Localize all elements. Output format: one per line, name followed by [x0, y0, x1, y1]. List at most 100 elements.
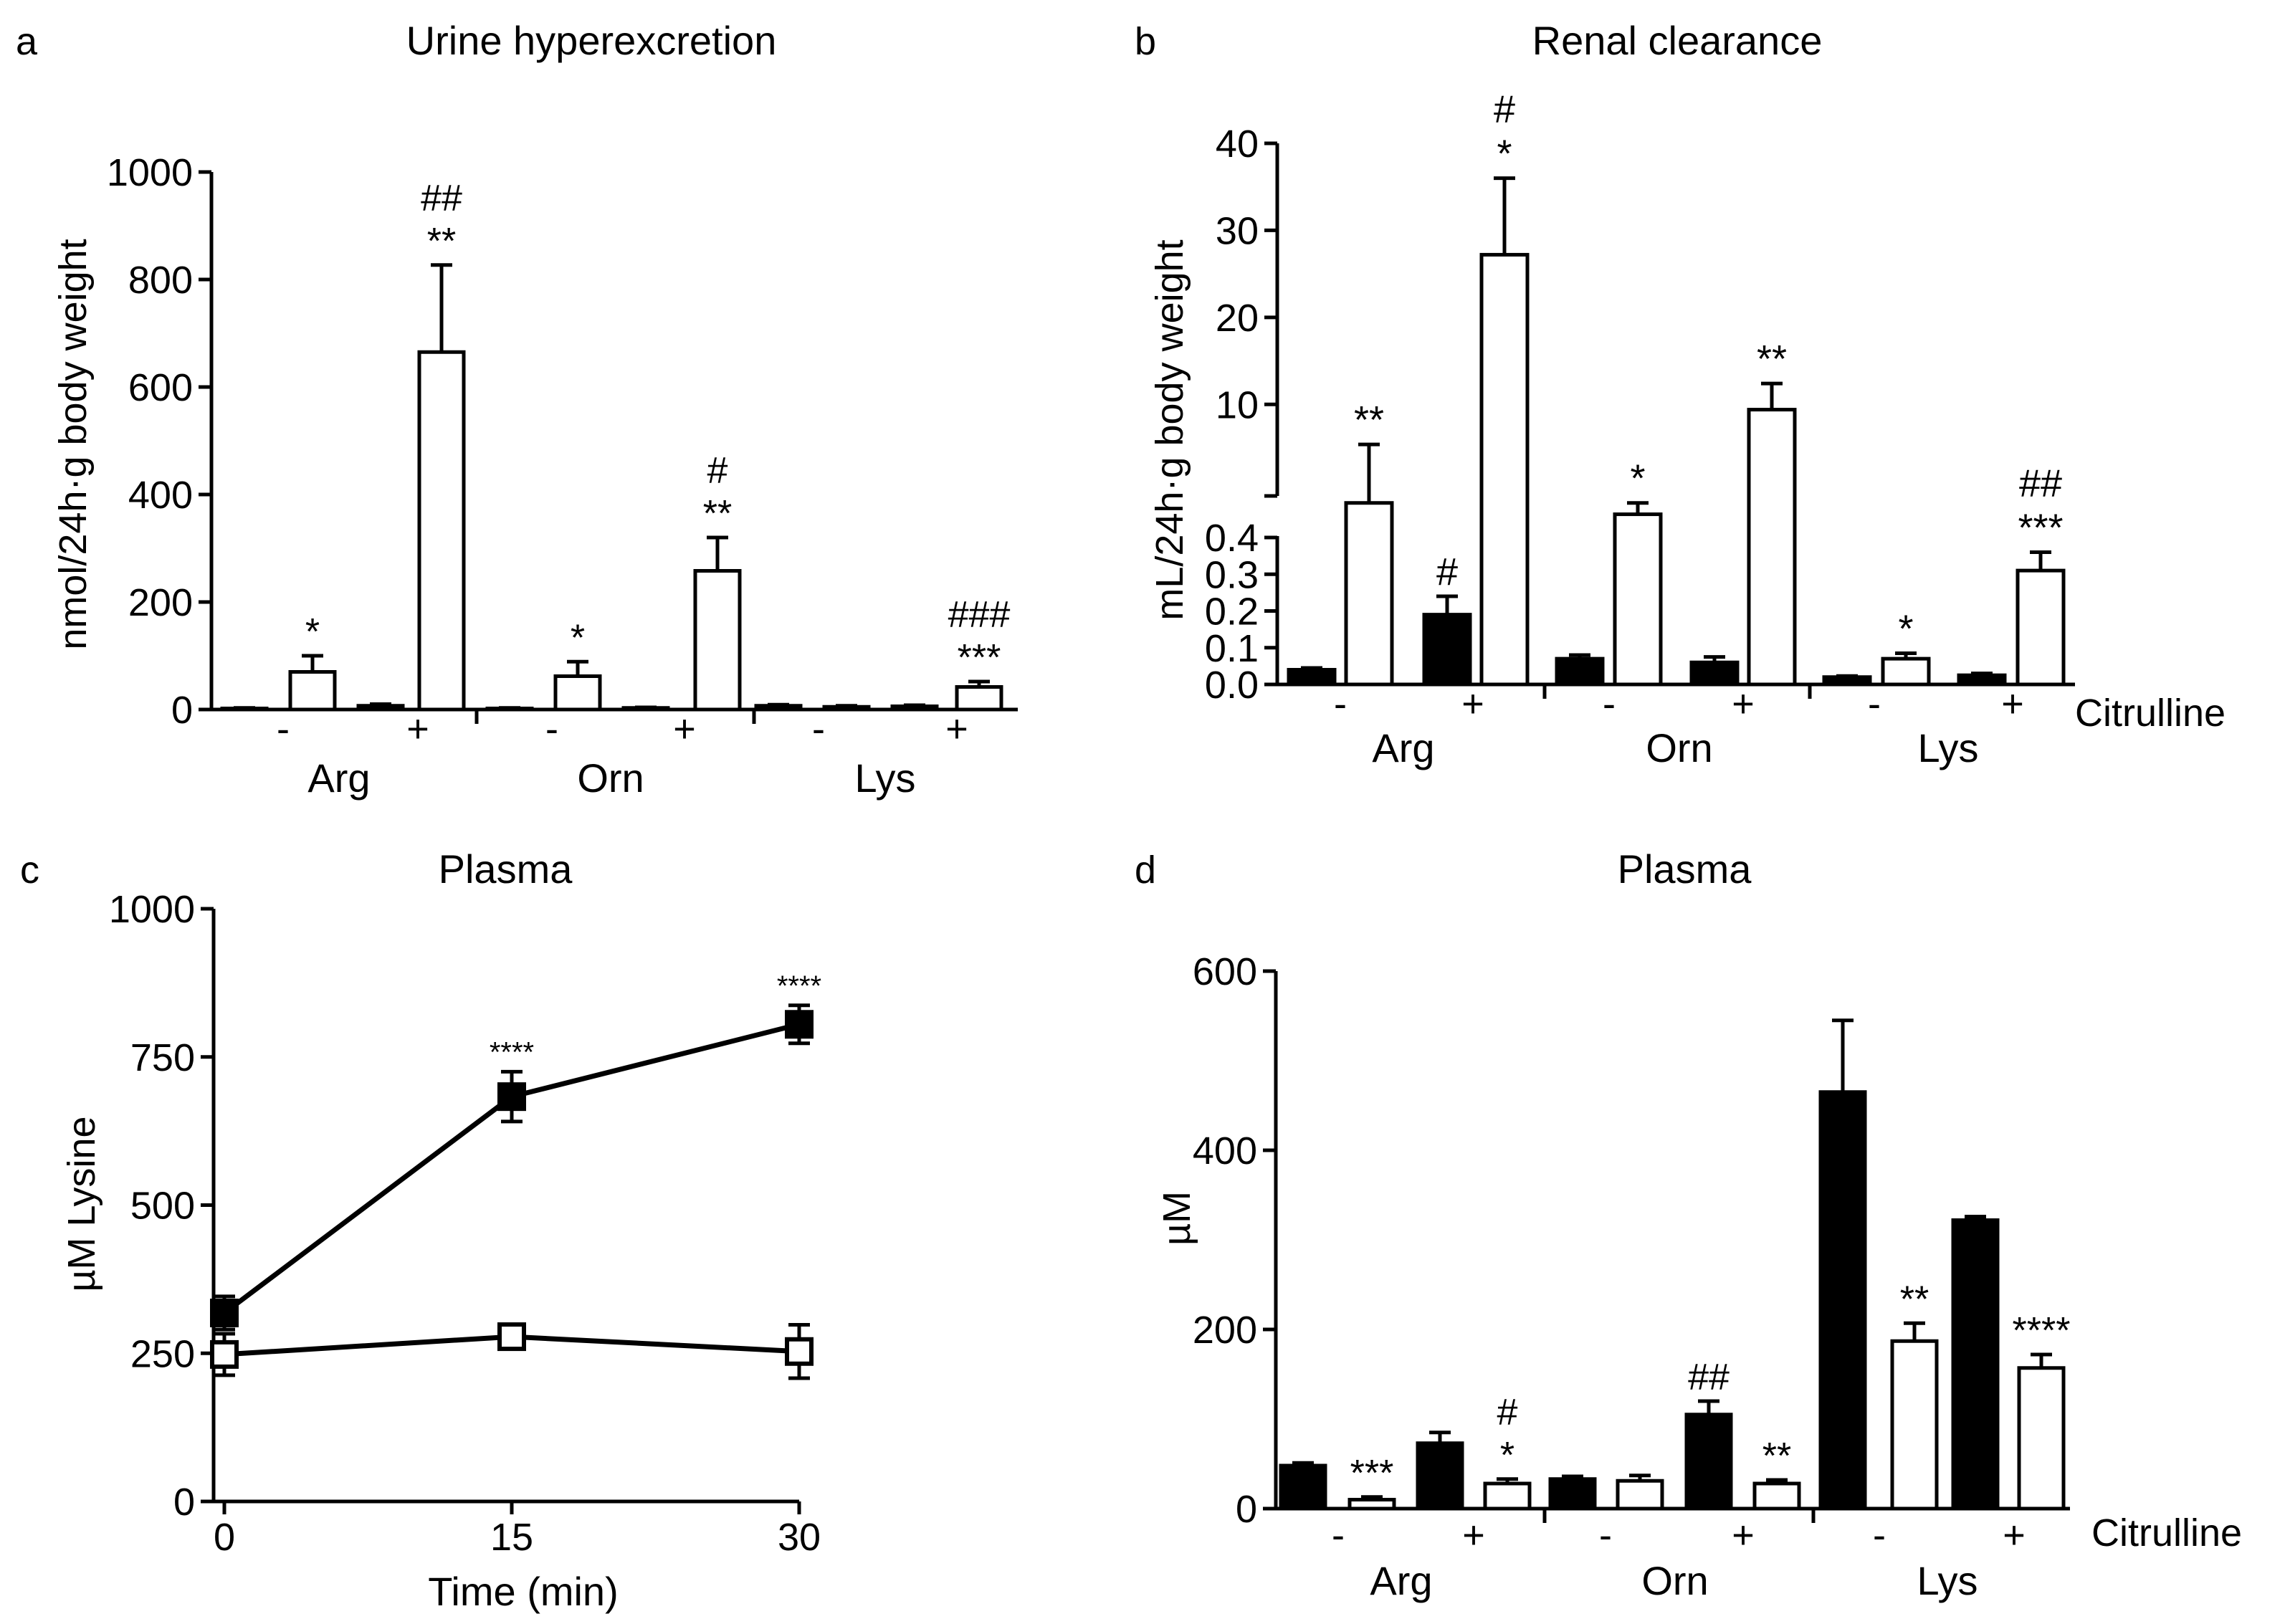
y-axis-label: mL/24h·g body weight [1148, 239, 1191, 620]
chart-title: Plasma [1618, 846, 1752, 892]
bar [1957, 673, 2007, 687]
significance-label: * [1898, 607, 1913, 650]
citrulline-sign: + [2003, 1514, 2026, 1557]
bar [1416, 1441, 1464, 1511]
x-labels: - + - + - + Arg Orn Lys [1332, 1514, 2026, 1603]
bar [1616, 1479, 1664, 1511]
x-labels: - + - + - + Arg Orn Lys [277, 707, 968, 801]
y-tick-label: 800 [128, 259, 193, 302]
y-tick-label: 0.2 [1205, 591, 1259, 634]
data-point [785, 1010, 814, 1039]
data-point [497, 1082, 526, 1112]
panel-letter: b [1135, 20, 1156, 63]
y-tick-label: 1000 [109, 888, 195, 931]
x-axis [1276, 1506, 2070, 1523]
citrulline-sign: - [1332, 1514, 1345, 1557]
bar [1752, 1481, 1801, 1511]
chart-title: Renal clearance [1532, 18, 1823, 63]
y-axis-label: µM [1155, 1191, 1198, 1246]
y-tick-label: 400 [1193, 1129, 1257, 1172]
y-tick-label: 200 [128, 581, 193, 624]
citrulline-sign: - [812, 707, 825, 750]
significance-label: ** [1354, 398, 1384, 441]
bar [1951, 1218, 2000, 1511]
bar [1422, 613, 1472, 687]
y-tick-label: 0.3 [1205, 553, 1259, 596]
significance-label: ** [1900, 1279, 1929, 1320]
bar [288, 670, 337, 712]
bar [553, 674, 602, 712]
y-axis: 0.00.10.20.30.4 10 20 30 40 [1205, 123, 1279, 707]
y-tick-label: 0 [171, 689, 193, 732]
significance-label: * [1497, 133, 1512, 176]
bar [1555, 656, 1605, 687]
citrulline-sign: - [1868, 682, 1881, 725]
group-label: Arg [1372, 725, 1434, 770]
significance-label: # [1436, 550, 1458, 593]
citrulline-sign: - [1873, 1514, 1886, 1557]
significance-label: *** [1350, 1453, 1394, 1494]
data-point [210, 1299, 239, 1328]
bar [1684, 1413, 1733, 1511]
significance-label: # [1497, 1392, 1518, 1433]
group-label: Arg [307, 755, 370, 801]
citrulline-sign: + [673, 707, 696, 750]
citrulline-sign: + [1461, 682, 1484, 725]
significance-label: *** [2018, 507, 2063, 550]
group-label: Lys [1917, 725, 1978, 770]
panel-b: b Renal clearance mL/24h·g body weight 0… [1135, 18, 2226, 770]
y-axis-label: µM Lysine [60, 1116, 103, 1291]
bar [1613, 512, 1663, 687]
series: **** **** [210, 970, 821, 1380]
bar [2016, 568, 2066, 687]
y-tick-label: 0.4 [1205, 517, 1259, 560]
significance-label: **** [2013, 1310, 2071, 1352]
y-tick-label: 500 [130, 1185, 195, 1228]
y-tick-label: 30 [1216, 209, 1259, 252]
significance-label: * [571, 617, 585, 659]
panel-letter: a [16, 20, 38, 63]
group-label: Arg [1370, 1558, 1432, 1603]
y-tick-label: 1000 [107, 151, 193, 194]
bars: ***##***#***### [220, 178, 1010, 712]
bars: **#*#*******## [1287, 88, 2066, 687]
citrulline-sign: - [1334, 682, 1347, 725]
significance-label: *** [958, 637, 1001, 679]
citrulline-sign: - [545, 707, 558, 750]
citrulline-sign: + [1462, 1514, 1485, 1557]
significance-label: **** [777, 970, 821, 1002]
data-point [210, 1339, 239, 1369]
x-axis [1277, 682, 2075, 699]
citrulline-label: Citrulline [2091, 1511, 2242, 1554]
bar [693, 569, 742, 712]
bar [1344, 501, 1394, 687]
y-tick-label: 40 [1216, 123, 1259, 166]
bar [1287, 668, 1337, 687]
group-label: Orn [577, 755, 644, 801]
citrulline-sign: - [277, 707, 290, 750]
panel-c: c Plasma µM Lysine Time (min) 0 250 500 750… [20, 846, 821, 1614]
significance-label: # [1494, 88, 1515, 131]
significance-label: * [1630, 457, 1645, 500]
citrulline-sign: + [406, 707, 429, 750]
x-tick-label: 30 [778, 1516, 821, 1559]
significance-label: ## [421, 178, 462, 219]
x-tick-label: 0 [214, 1516, 235, 1559]
bars: *** *###******** [1279, 1018, 2071, 1511]
significance-label: ** [703, 493, 732, 535]
group-label: Orn [1646, 725, 1712, 770]
bar [1881, 656, 1931, 687]
citrulline-sign: + [2001, 682, 2024, 725]
bar [1890, 1339, 1939, 1511]
chart-title: Urine hyperexcretion [406, 18, 777, 63]
significance-label: * [305, 611, 320, 653]
citrulline-sign: - [1599, 1514, 1612, 1557]
y-tick-label: 0.1 [1205, 627, 1259, 670]
significance-label: **** [490, 1036, 534, 1068]
y-tick-label: 0 [1236, 1488, 1257, 1531]
citrulline-sign: + [1732, 1514, 1755, 1557]
x-tick-label: 15 [490, 1516, 533, 1559]
citrulline-sign: + [1732, 682, 1755, 725]
y-tick-label: 400 [128, 474, 193, 517]
y-tick-label: 10 [1216, 383, 1259, 426]
